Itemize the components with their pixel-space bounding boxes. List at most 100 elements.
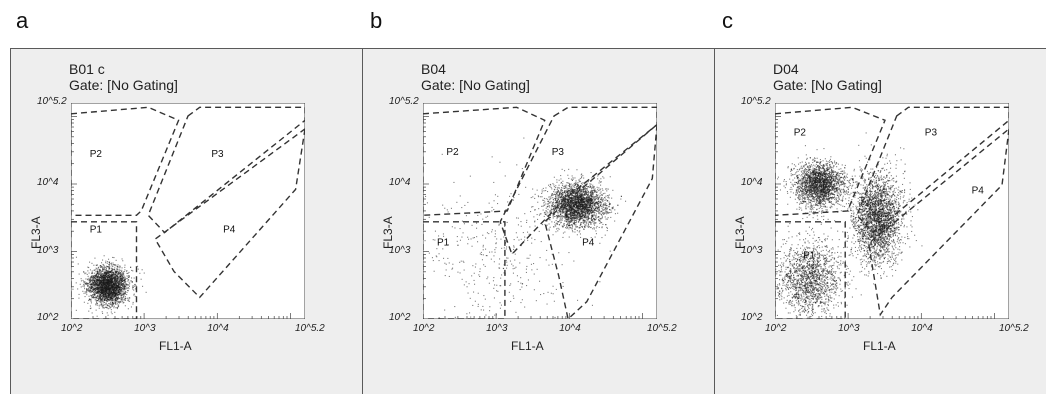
event-point (599, 207, 601, 209)
event-point (572, 190, 574, 192)
event-point (110, 311, 112, 313)
event-point (599, 196, 601, 198)
event-point (94, 275, 96, 277)
event-point (564, 216, 566, 218)
event-point (574, 203, 576, 205)
event-point (114, 286, 116, 288)
event-point (133, 294, 135, 296)
event-point (94, 276, 96, 278)
event-point (103, 307, 105, 309)
event-point (116, 299, 118, 301)
event-point (105, 304, 107, 306)
event-point (108, 274, 110, 276)
event-point (568, 188, 570, 190)
event-point (117, 300, 119, 302)
event-point (592, 203, 594, 205)
event-point (103, 279, 105, 281)
event-point (112, 290, 114, 292)
event-point (571, 228, 573, 230)
event-point (109, 296, 111, 298)
event-point (117, 291, 119, 293)
event-point (113, 307, 115, 309)
event-point (601, 188, 603, 190)
event-point (617, 204, 619, 206)
event-point (567, 218, 569, 220)
event-point (99, 279, 101, 281)
event-point (589, 200, 591, 202)
event-point (105, 271, 107, 273)
event-point (99, 283, 101, 285)
event-point (541, 192, 543, 194)
event-point (126, 270, 128, 272)
event-point (128, 276, 130, 278)
event-point (593, 228, 595, 230)
event-point (116, 265, 118, 267)
event-point (582, 175, 584, 177)
event-point (96, 290, 98, 292)
event-point (91, 295, 93, 297)
event-point (105, 269, 107, 271)
event-point (115, 283, 117, 285)
event-point (96, 280, 98, 282)
event-point (108, 294, 110, 296)
event-point (604, 207, 606, 209)
event-point (128, 275, 130, 277)
event-point (562, 183, 564, 185)
event-point (576, 216, 578, 218)
event-point (96, 291, 98, 293)
event-point (570, 188, 572, 190)
event-point (116, 297, 118, 299)
event-point (110, 299, 112, 301)
event-point (575, 181, 577, 183)
event-point (89, 305, 91, 307)
event-point (586, 202, 588, 204)
event-point (594, 200, 596, 202)
event-point (564, 217, 566, 219)
event-point (122, 277, 124, 279)
event-point (93, 288, 95, 290)
event-point (545, 213, 547, 215)
event-point (107, 270, 109, 272)
gate-p3 (147, 106, 305, 234)
event-point (112, 296, 114, 298)
event-point (584, 221, 586, 223)
event-point (545, 187, 547, 189)
event-point (83, 292, 85, 294)
event-point (106, 298, 108, 300)
event-point (90, 299, 92, 301)
event-point (121, 299, 123, 301)
event-point (607, 217, 609, 219)
event-point (103, 264, 105, 266)
event-point (96, 300, 98, 302)
event-point (123, 285, 125, 287)
event-point (547, 206, 549, 208)
event-point (581, 211, 583, 213)
event-point (135, 284, 137, 286)
event-point (588, 207, 590, 209)
event-point (576, 202, 578, 204)
event-point (564, 170, 566, 172)
event-point (564, 202, 566, 204)
gate-label-p2: P2 (90, 149, 103, 160)
event-point (552, 197, 554, 199)
event-point (555, 200, 557, 202)
event-point (579, 177, 581, 179)
event-point (560, 211, 562, 213)
event-point (94, 279, 96, 281)
event-point (105, 276, 107, 278)
event-point (111, 293, 113, 295)
event-point (111, 304, 113, 306)
event-point (113, 257, 115, 259)
event-point (560, 222, 562, 224)
event-point (121, 271, 123, 273)
event-point (568, 236, 570, 238)
event-point (133, 289, 135, 291)
event-point (78, 273, 80, 275)
event-point (118, 273, 120, 275)
event-point (567, 193, 569, 195)
event-point (553, 208, 555, 210)
event-point (108, 303, 110, 305)
event-point (585, 199, 587, 201)
event-point (564, 186, 566, 188)
event-point (606, 227, 608, 229)
